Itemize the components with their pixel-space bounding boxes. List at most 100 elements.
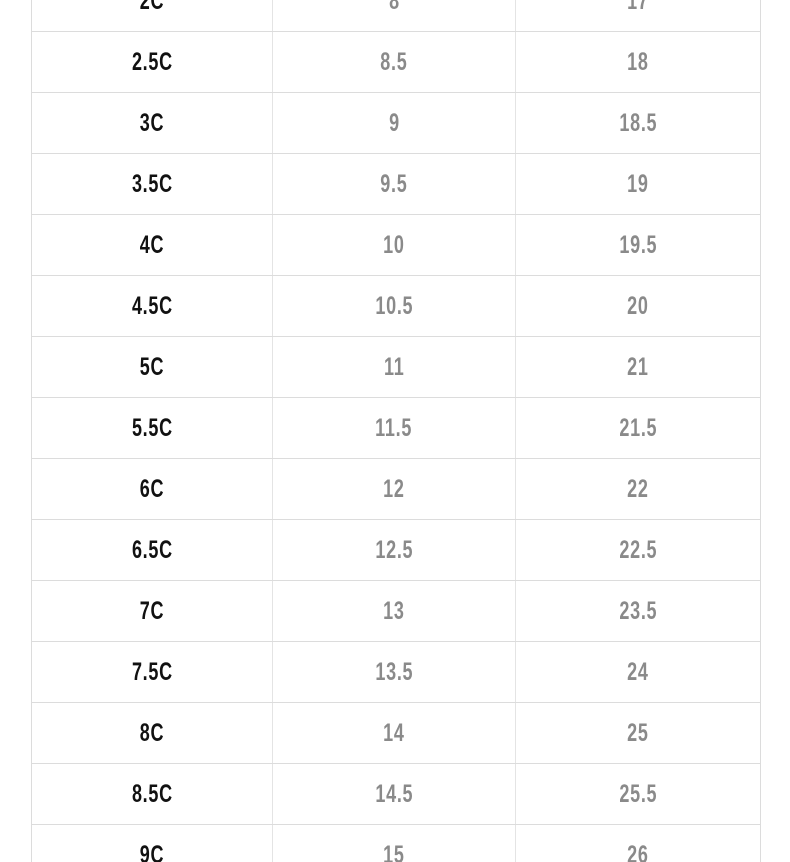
table-cell: 8.5 bbox=[273, 32, 516, 92]
table-cell: 9C bbox=[32, 825, 273, 862]
table-cell: 19 bbox=[516, 154, 760, 214]
cell-text: 8.5C bbox=[131, 779, 173, 808]
cell-text: 19.5 bbox=[619, 230, 657, 259]
cell-text: 17 bbox=[627, 0, 649, 15]
table-cell: 5C bbox=[32, 337, 273, 397]
cell-text: 13.5 bbox=[375, 657, 413, 686]
table-cell: 7.5C bbox=[32, 642, 273, 702]
cell-text: 9 bbox=[388, 108, 400, 137]
table-row: 3.5C 9.5 19 bbox=[32, 154, 760, 215]
table-cell: 6.5C bbox=[32, 520, 273, 580]
table-cell: 22 bbox=[516, 459, 760, 519]
table-cell: 13.5 bbox=[273, 642, 516, 702]
table-row: 8.5C 14.5 25.5 bbox=[32, 764, 760, 825]
table-cell: 17 bbox=[516, 0, 760, 31]
cell-text: 21.5 bbox=[619, 413, 657, 442]
cell-text: 25.5 bbox=[619, 779, 657, 808]
cell-text: 22.5 bbox=[619, 535, 657, 564]
cell-text: 8 bbox=[388, 0, 400, 15]
cell-text: 25 bbox=[627, 718, 649, 747]
table-cell: 18.5 bbox=[516, 93, 760, 153]
table-cell: 8C bbox=[32, 703, 273, 763]
cell-text: 23.5 bbox=[619, 596, 657, 625]
cell-text: 4C bbox=[139, 230, 165, 259]
table-cell: 19.5 bbox=[516, 215, 760, 275]
table-cell: 12.5 bbox=[273, 520, 516, 580]
table-row: 7.5C 13.5 24 bbox=[32, 642, 760, 703]
table-cell: 13 bbox=[273, 581, 516, 641]
cell-text: 11.5 bbox=[375, 413, 413, 442]
table-cell: 8.5C bbox=[32, 764, 273, 824]
table-cell: 23.5 bbox=[516, 581, 760, 641]
table-cell: 11.5 bbox=[273, 398, 516, 458]
table-cell: 4C bbox=[32, 215, 273, 275]
table-row: 4.5C 10.5 20 bbox=[32, 276, 760, 337]
cell-text: 21 bbox=[627, 352, 649, 381]
cell-text: 14 bbox=[383, 718, 405, 747]
table-cell: 14 bbox=[273, 703, 516, 763]
table-cell: 7C bbox=[32, 581, 273, 641]
table-cell: 24 bbox=[516, 642, 760, 702]
cell-text: 12.5 bbox=[375, 535, 413, 564]
table-cell: 20 bbox=[516, 276, 760, 336]
table-cell: 2.5C bbox=[32, 32, 273, 92]
table-row: 5C 11 21 bbox=[32, 337, 760, 398]
cell-text: 9C bbox=[139, 840, 165, 862]
table-cell: 3C bbox=[32, 93, 273, 153]
table-row: 2.5C 8.5 18 bbox=[32, 32, 760, 93]
cell-text: 2.5C bbox=[131, 47, 173, 76]
cell-text: 13 bbox=[383, 596, 405, 625]
table-cell: 12 bbox=[273, 459, 516, 519]
cell-text: 15 bbox=[383, 840, 405, 862]
cell-text: 7C bbox=[139, 596, 165, 625]
table-row: 6.5C 12.5 22.5 bbox=[32, 520, 760, 581]
cell-text: 18.5 bbox=[619, 108, 657, 137]
cell-text: 8C bbox=[139, 718, 165, 747]
cell-text: 6.5C bbox=[131, 535, 173, 564]
cell-text: 5C bbox=[139, 352, 165, 381]
cell-text: 22 bbox=[627, 474, 649, 503]
table-cell: 9 bbox=[273, 93, 516, 153]
cell-text: 4.5C bbox=[131, 291, 173, 320]
table-row: 3C 9 18.5 bbox=[32, 93, 760, 154]
cell-text: 7.5C bbox=[131, 657, 173, 686]
table-cell: 15 bbox=[273, 825, 516, 862]
table-cell: 2C bbox=[32, 0, 273, 31]
cell-text: 12 bbox=[383, 474, 405, 503]
table-cell: 18 bbox=[516, 32, 760, 92]
table-cell: 25 bbox=[516, 703, 760, 763]
cell-text: 18 bbox=[627, 47, 649, 76]
cell-text: 20 bbox=[627, 291, 649, 320]
cell-text: 3C bbox=[139, 108, 165, 137]
table-cell: 6C bbox=[32, 459, 273, 519]
cell-text: 8.5 bbox=[380, 47, 408, 76]
table-cell: 25.5 bbox=[516, 764, 760, 824]
table-cell: 26 bbox=[516, 825, 760, 862]
table-cell: 8 bbox=[273, 0, 516, 31]
table-row: 7C 13 23.5 bbox=[32, 581, 760, 642]
cell-text: 3.5C bbox=[131, 169, 173, 198]
cell-text: 14.5 bbox=[375, 779, 413, 808]
cell-text: 19 bbox=[627, 169, 649, 198]
cell-text: 10.5 bbox=[375, 291, 413, 320]
table-cell: 4.5C bbox=[32, 276, 273, 336]
cell-text: 9.5 bbox=[380, 169, 408, 198]
table-cell: 14.5 bbox=[273, 764, 516, 824]
table-cell: 21 bbox=[516, 337, 760, 397]
table-row: 8C 14 25 bbox=[32, 703, 760, 764]
cell-text: 26 bbox=[627, 840, 649, 862]
table-cell: 22.5 bbox=[516, 520, 760, 580]
table-row: 9C 15 26 bbox=[32, 825, 760, 862]
table-row: 5.5C 11.5 21.5 bbox=[32, 398, 760, 459]
table-cell: 21.5 bbox=[516, 398, 760, 458]
table-cell: 11 bbox=[273, 337, 516, 397]
size-table: 2C 8 17 2.5C 8.5 18 3C 9 18.5 3.5C 9.5 19 4C 10 19.5 4.… bbox=[31, 0, 761, 862]
cell-text: 5.5C bbox=[131, 413, 173, 442]
table-row: 6C 12 22 bbox=[32, 459, 760, 520]
cell-text: 11 bbox=[383, 352, 405, 381]
table-row: 2C 8 17 bbox=[32, 0, 760, 32]
cell-text: 6C bbox=[139, 474, 165, 503]
cell-text: 24 bbox=[627, 657, 649, 686]
table-row: 4C 10 19.5 bbox=[32, 215, 760, 276]
